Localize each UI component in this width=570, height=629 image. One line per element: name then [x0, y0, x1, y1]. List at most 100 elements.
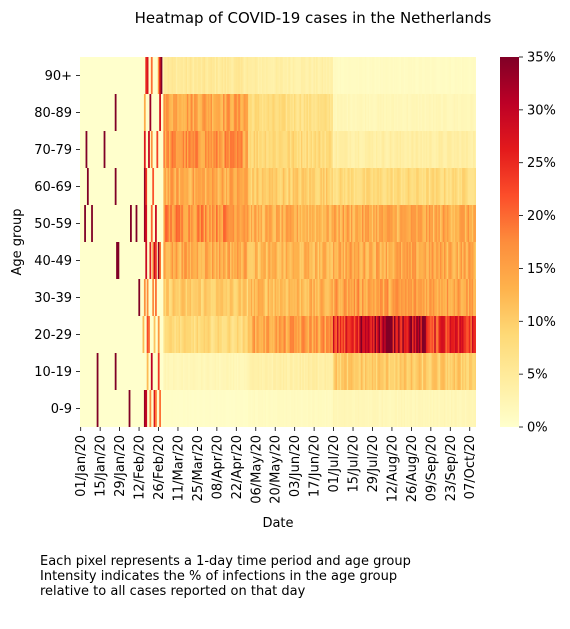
heatmap-cell — [459, 168, 462, 205]
heatmap-cell — [391, 316, 394, 353]
heatmap-cell — [143, 279, 146, 316]
heatmap-cell — [310, 279, 313, 316]
heatmap-cell — [270, 205, 273, 242]
heatmap-cell — [382, 242, 385, 279]
heatmap-cell — [298, 205, 300, 242]
heatmap-cell — [417, 131, 420, 168]
heatmap-cell — [262, 168, 264, 205]
heatmap-cell — [444, 168, 446, 205]
heatmap-cell — [217, 205, 220, 242]
heatmap-cell — [174, 390, 177, 427]
heatmap-cell — [259, 94, 262, 131]
heatmap-cell — [421, 94, 424, 131]
heatmap-cell — [414, 94, 417, 131]
heatmap-cell — [469, 94, 471, 131]
heatmap-cell — [227, 205, 230, 242]
heatmap-cell — [323, 316, 325, 353]
heatmap-cell — [186, 279, 189, 316]
heatmap-cell — [373, 316, 375, 353]
heatmap-cell — [438, 279, 441, 316]
heatmap-cell — [402, 131, 405, 168]
heatmap-cell — [389, 205, 392, 242]
heatmap-cell — [432, 390, 435, 427]
heatmap-cell — [314, 242, 317, 279]
heatmap-cell — [264, 57, 267, 94]
heatmap-cell — [424, 205, 427, 242]
heatmap-cell — [299, 205, 302, 242]
heatmap-cell — [338, 94, 341, 131]
heatmap-cell — [349, 353, 352, 390]
heatmap-cell — [303, 390, 306, 427]
heatmap-cell — [457, 205, 460, 242]
heatmap-cell — [409, 205, 412, 242]
heatmap-cell — [406, 316, 409, 353]
heatmap-cell — [363, 279, 366, 316]
heatmap-cell — [263, 316, 266, 353]
heatmap-cell — [449, 279, 452, 316]
heatmap-cell — [392, 205, 395, 242]
heatmap-cell — [205, 57, 207, 94]
heatmap-cell — [246, 168, 249, 205]
heatmap-cell — [402, 94, 405, 131]
heatmap-cell — [232, 131, 235, 168]
heatmap-cell — [392, 94, 395, 131]
heatmap-cell — [425, 242, 428, 279]
heatmap-cell — [374, 316, 377, 353]
heatmap-cell — [267, 205, 270, 242]
heatmap-cell — [403, 353, 406, 390]
heatmap-cell — [374, 353, 377, 390]
heatmap-cell — [281, 57, 284, 94]
heatmap-cell — [325, 242, 328, 279]
heatmap-cell — [277, 390, 280, 427]
heatmap-cell — [238, 57, 241, 94]
heatmap-cell — [434, 205, 437, 242]
heatmap-cell — [293, 279, 296, 316]
heatmap-cell — [363, 94, 366, 131]
heatmap-cell — [474, 242, 476, 279]
heatmap-cell — [391, 242, 394, 279]
heatmap-cell — [437, 279, 439, 316]
heatmap-cell — [345, 279, 348, 316]
heatmap-cell — [242, 390, 245, 427]
heatmap-cell — [238, 353, 241, 390]
heatmap-cell — [353, 131, 356, 168]
heatmap-cell — [374, 168, 377, 205]
heatmap-cell — [249, 57, 252, 94]
heatmap-cell — [171, 353, 174, 390]
heatmap-cell — [177, 57, 180, 94]
heatmap-cell — [324, 131, 327, 168]
heatmap-cell — [437, 57, 439, 94]
heatmap-cell — [277, 168, 280, 205]
heatmap-cell — [306, 205, 309, 242]
heatmap-cell — [446, 168, 449, 205]
heatmap-cell — [298, 94, 300, 131]
heatmap-cell — [263, 94, 266, 131]
heatmap-cell — [312, 168, 314, 205]
heatmap-cell — [191, 279, 193, 316]
heatmap-cell — [388, 390, 391, 427]
heatmap-cell — [345, 168, 348, 205]
heatmap-cell — [274, 168, 277, 205]
heatmap-cell — [384, 57, 387, 94]
heatmap-cell — [427, 168, 430, 205]
heatmap-cell — [289, 316, 292, 353]
heatmap-cell — [184, 94, 186, 131]
heatmap-cell — [398, 316, 400, 353]
heatmap-cell — [250, 279, 253, 316]
heatmap-cell — [288, 131, 291, 168]
heatmap-cell — [175, 57, 178, 94]
heatmap-cell — [445, 131, 448, 168]
heatmap-cell — [282, 279, 285, 316]
heatmap-cell — [382, 94, 385, 131]
heatmap-cell — [457, 242, 460, 279]
heatmap-cell — [239, 168, 242, 205]
heatmap-cell — [356, 205, 359, 242]
heatmap-cell — [317, 242, 320, 279]
heatmap-cell — [271, 279, 274, 316]
heatmap-cell — [284, 353, 287, 390]
heatmap-cell — [349, 131, 352, 168]
heatmap-cell — [323, 94, 325, 131]
heatmap-cell — [320, 131, 323, 168]
heatmap-cell — [327, 390, 330, 427]
heatmap-cell — [391, 168, 394, 205]
